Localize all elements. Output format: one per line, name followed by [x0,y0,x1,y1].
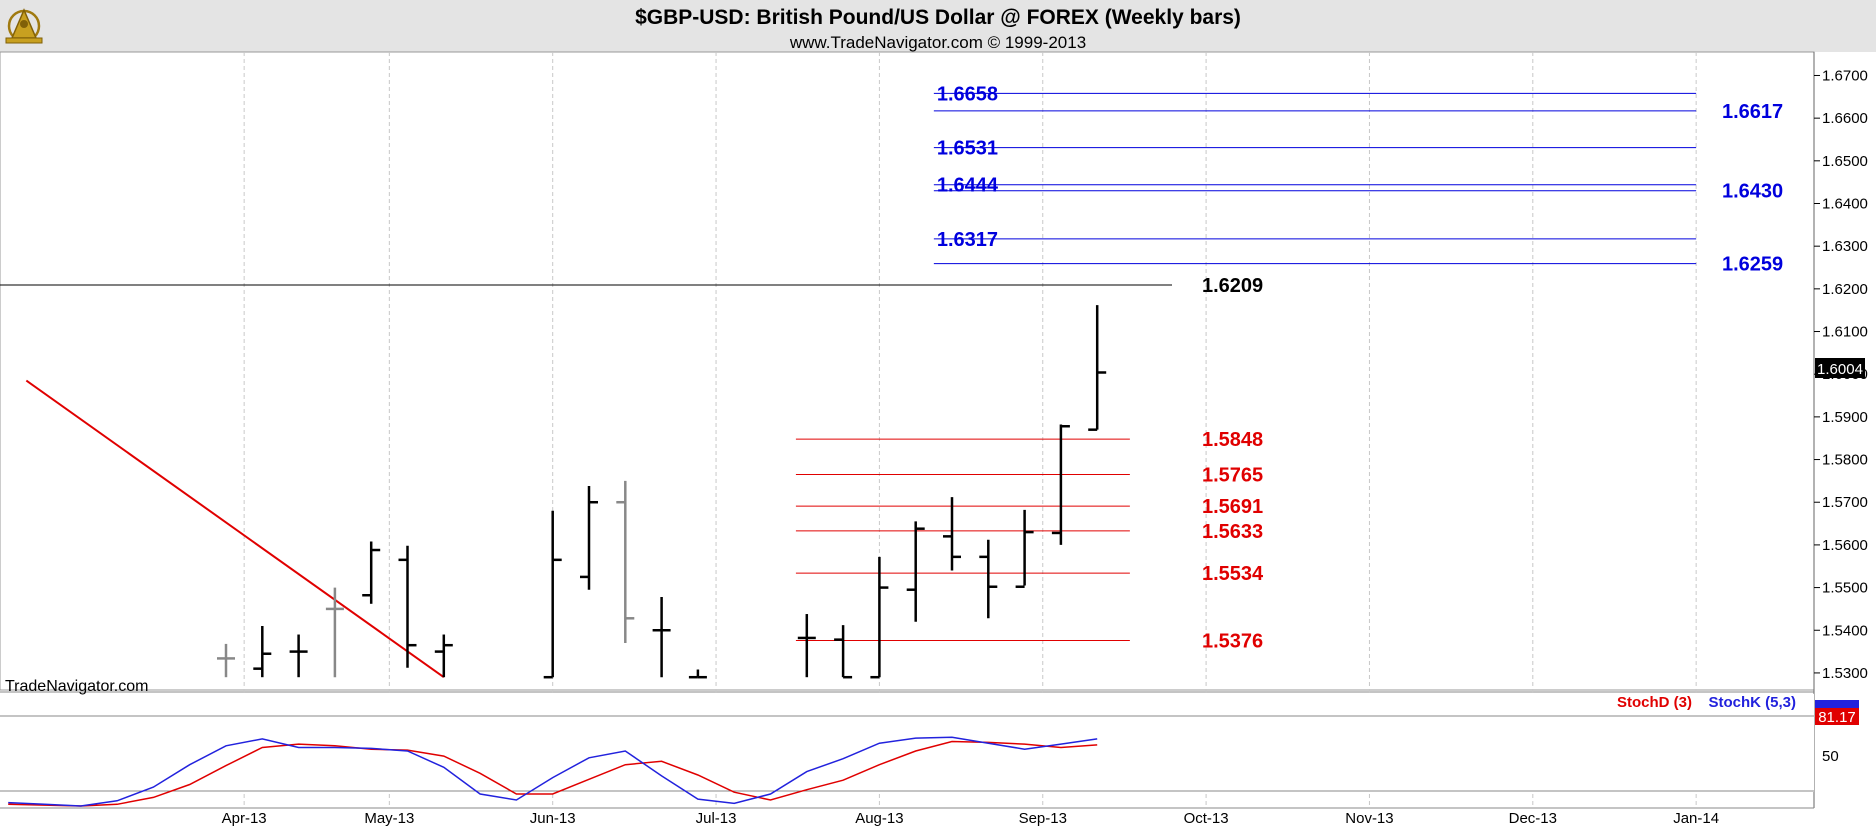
ohlc-bar [1015,509,1034,588]
sextant-logo-icon [5,8,43,44]
stochd-value-label: 81.17 [1818,709,1856,726]
y-tick-label: 1.6200 [1822,281,1868,298]
ohlc-bar [434,634,453,678]
ohlc-bar [325,587,344,678]
y-tick-label: 1.5400 [1822,622,1868,639]
ohlc-bar [797,614,816,678]
level-lines: 1.6209 1.6658 1.6531 1.6444 1.6317 1.6617 1.64… [0,83,1783,652]
blue-level-label: 1.6259 [1722,254,1783,276]
y-tick-label: 1.5500 [1822,580,1868,597]
x-tick-label: Oct-13 [1184,810,1229,827]
price-bars [217,305,1107,679]
stoch-panel [0,694,1814,792]
ohlc-bar [979,539,998,619]
blue-level-label: 1.6317 [937,229,998,251]
y-tick-label: 1.6600 [1822,110,1868,127]
stoch-tick-50: 50 [1822,748,1839,765]
stochk-value-tag [1815,700,1859,708]
grid-lines [243,52,1697,808]
downtrend-line [25,379,445,679]
ohlc-bar [253,625,272,678]
ohlc-bar [1051,424,1070,545]
ohlc-bar [616,480,635,644]
ohlc-bar [870,556,889,679]
blue-level-label: 1.6658 [937,83,998,105]
red-level-label: 1.5633 [1202,521,1263,543]
y-tick-label: 1.6400 [1822,195,1868,212]
x-tick-label: Aug-13 [855,810,903,827]
red-level-label: 1.5376 [1202,630,1263,652]
chart-title: $GBP-USD: British Pound/US Dollar @ FORE… [635,6,1241,29]
blue-level-label: 1.6617 [1722,101,1783,123]
blue-level-label: 1.6444 [937,175,999,197]
ohlc-bar [289,634,308,678]
x-tick-label: Nov-13 [1345,810,1393,827]
chart-subtitle: www.TradeNavigator.com © 1999-2013 [789,33,1086,52]
ohlc-bar [943,497,961,571]
time-axis: Apr-13 May-13 Jun-13 Jul-13 Aug-13 Sep-13 Oct-… [0,807,1814,827]
red-level-label: 1.5848 [1202,429,1263,451]
stochastic-lines [8,736,1098,807]
ohlc-bar [543,510,562,679]
x-tick-label: Apr-13 [222,810,267,827]
watermark-label: TradeNavigator.com [5,678,148,695]
x-tick-label: Sep-13 [1019,810,1067,827]
y-tick-label: 1.5900 [1822,409,1868,426]
x-tick-label: Jun-13 [530,810,576,827]
stochd-value-box [1815,708,1859,725]
y-tick-label: 1.5300 [1822,665,1868,682]
y-tick-label: 1.5800 [1822,452,1868,469]
y-tick-label: 1.5600 [1822,537,1868,554]
ohlc-bar [362,541,381,604]
ohlc-bar [1088,305,1107,431]
blue-level-label: 1.6430 [1722,181,1783,203]
x-tick-label: May-13 [364,810,414,827]
ohlc-bar [398,545,417,668]
x-tick-label: Jul-13 [696,810,737,827]
y-tick-label: 1.6700 [1822,67,1868,84]
ohlc-bar [217,643,235,678]
y-tick-label: 1.6300 [1822,238,1868,255]
ohlc-bar [688,669,707,679]
y-tick-label: 1.6500 [1822,153,1868,170]
last-price-label: 1.6004 [1817,361,1863,378]
stochk-legend: StochK (5,3) [1708,694,1796,711]
ohlc-bar [906,521,925,622]
y-tick-label: 1.6100 [1822,324,1868,341]
y-tick-label: 1.5700 [1822,494,1868,511]
resistance-label: 1.6209 [1202,275,1263,297]
last-price-box [1815,358,1865,378]
stochk-line [8,736,1098,807]
plot-frame [0,51,1815,691]
stochd-legend: StochD (3) [1617,694,1692,711]
ohlc-bar [580,486,598,590]
x-tick-label: Jan-14 [1673,810,1719,827]
stochd-line [8,740,1098,807]
red-level-label: 1.5765 [1202,464,1263,486]
red-level-label: 1.5691 [1202,496,1263,518]
header-bar [0,0,1876,52]
blue-level-label: 1.6531 [937,138,998,160]
x-tick-label: Dec-13 [1509,810,1557,827]
red-level-label: 1.5534 [1202,563,1264,585]
trendline-layer [25,379,445,679]
ohlc-bar [652,596,671,678]
ohlc-bar [834,625,853,679]
